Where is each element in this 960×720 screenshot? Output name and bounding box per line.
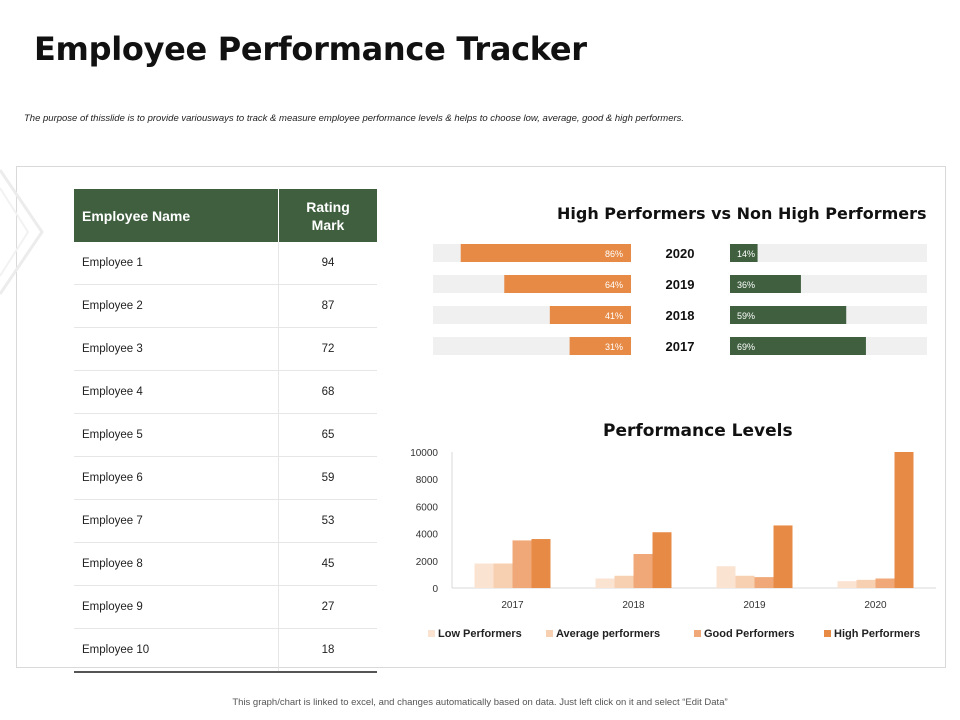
decorative-chevron-icon bbox=[0, 169, 44, 295]
rating-cell: 94 bbox=[278, 242, 377, 285]
employee-rating-table: Employee Name Rating Mark Employee 1 94 E… bbox=[74, 189, 377, 673]
performance-levels-chart-title: Performance Levels bbox=[603, 421, 793, 441]
year-label: 2020 bbox=[666, 246, 695, 261]
employee-name-cell: Employee 4 bbox=[74, 370, 279, 414]
page-title: Employee Performance Tracker bbox=[34, 30, 587, 68]
non-high-performers-label: 41% bbox=[605, 311, 623, 321]
rating-header-line2: Mark bbox=[311, 216, 345, 233]
table-row: Employee 2 87 bbox=[74, 284, 377, 328]
high-performers-label: 14% bbox=[737, 249, 755, 259]
table-row: Employee 6 59 bbox=[74, 456, 377, 500]
non-high-performers-bar bbox=[460, 244, 631, 262]
rating-cell: 59 bbox=[278, 456, 377, 500]
high-performers-bar bbox=[730, 244, 758, 262]
footer-note: This graph/chart is linked to excel, and… bbox=[232, 697, 728, 708]
table-header-row: Employee Name Rating Mark bbox=[74, 189, 377, 242]
table-row: Employee 5 65 bbox=[74, 413, 377, 457]
table-row: Employee 8 45 bbox=[74, 542, 377, 586]
rating-cell: 87 bbox=[278, 284, 377, 328]
rating-cell: 65 bbox=[278, 413, 377, 457]
year-label: 2019 bbox=[666, 277, 695, 292]
employee-name-cell: Employee 1 bbox=[74, 242, 279, 285]
rating-mark-header: Rating Mark bbox=[278, 189, 377, 242]
year-label: 2017 bbox=[666, 339, 695, 354]
high-performers-bar bbox=[730, 275, 801, 293]
employee-name-header: Employee Name bbox=[74, 189, 279, 242]
high-performers-chart-title: High Performers vs Non High Performers bbox=[557, 204, 927, 223]
employee-name-cell: Employee 3 bbox=[74, 327, 279, 371]
rating-cell: 18 bbox=[278, 628, 377, 673]
table-row: Employee 1 94 bbox=[74, 242, 377, 285]
high-performers-label: 36% bbox=[737, 280, 755, 290]
year-label: 2018 bbox=[666, 308, 695, 323]
non-high-performers-bar bbox=[549, 306, 631, 324]
table-row: Employee 10 18 bbox=[74, 628, 377, 673]
table-row: Employee 7 53 bbox=[74, 499, 377, 543]
rating-cell: 68 bbox=[278, 370, 377, 414]
rating-cell: 53 bbox=[278, 499, 377, 543]
non-high-performers-label: 86% bbox=[605, 249, 623, 259]
non-high-performers-bar bbox=[569, 337, 631, 355]
employee-name-cell: Employee 2 bbox=[74, 284, 279, 328]
employee-name-cell: Employee 9 bbox=[74, 585, 279, 629]
non-high-performers-bar bbox=[504, 275, 631, 293]
employee-name-cell: Employee 7 bbox=[74, 499, 279, 543]
employee-name-cell: Employee 6 bbox=[74, 456, 279, 500]
high-performers-bar bbox=[730, 337, 866, 355]
rating-header-line1: Rating bbox=[306, 198, 350, 215]
employee-name-cell: Employee 8 bbox=[74, 542, 279, 586]
table-row: Employee 3 72 bbox=[74, 327, 377, 371]
right-bar-track bbox=[730, 244, 927, 262]
non-high-performers-label: 31% bbox=[605, 342, 623, 352]
rating-cell: 72 bbox=[278, 327, 377, 371]
high-performers-label: 59% bbox=[737, 311, 755, 321]
table-row: Employee 4 68 bbox=[74, 370, 377, 414]
rating-cell: 45 bbox=[278, 542, 377, 586]
high-performers-label: 69% bbox=[737, 342, 755, 352]
table-row: Employee 9 27 bbox=[74, 585, 377, 629]
rating-cell: 27 bbox=[278, 585, 377, 629]
employee-name-cell: Employee 10 bbox=[74, 628, 279, 673]
page-subtitle: The purpose of thisslide is to provide v… bbox=[24, 113, 685, 124]
employee-name-cell: Employee 5 bbox=[74, 413, 279, 457]
high-performers-bar bbox=[730, 306, 847, 324]
non-high-performers-label: 64% bbox=[605, 280, 623, 290]
